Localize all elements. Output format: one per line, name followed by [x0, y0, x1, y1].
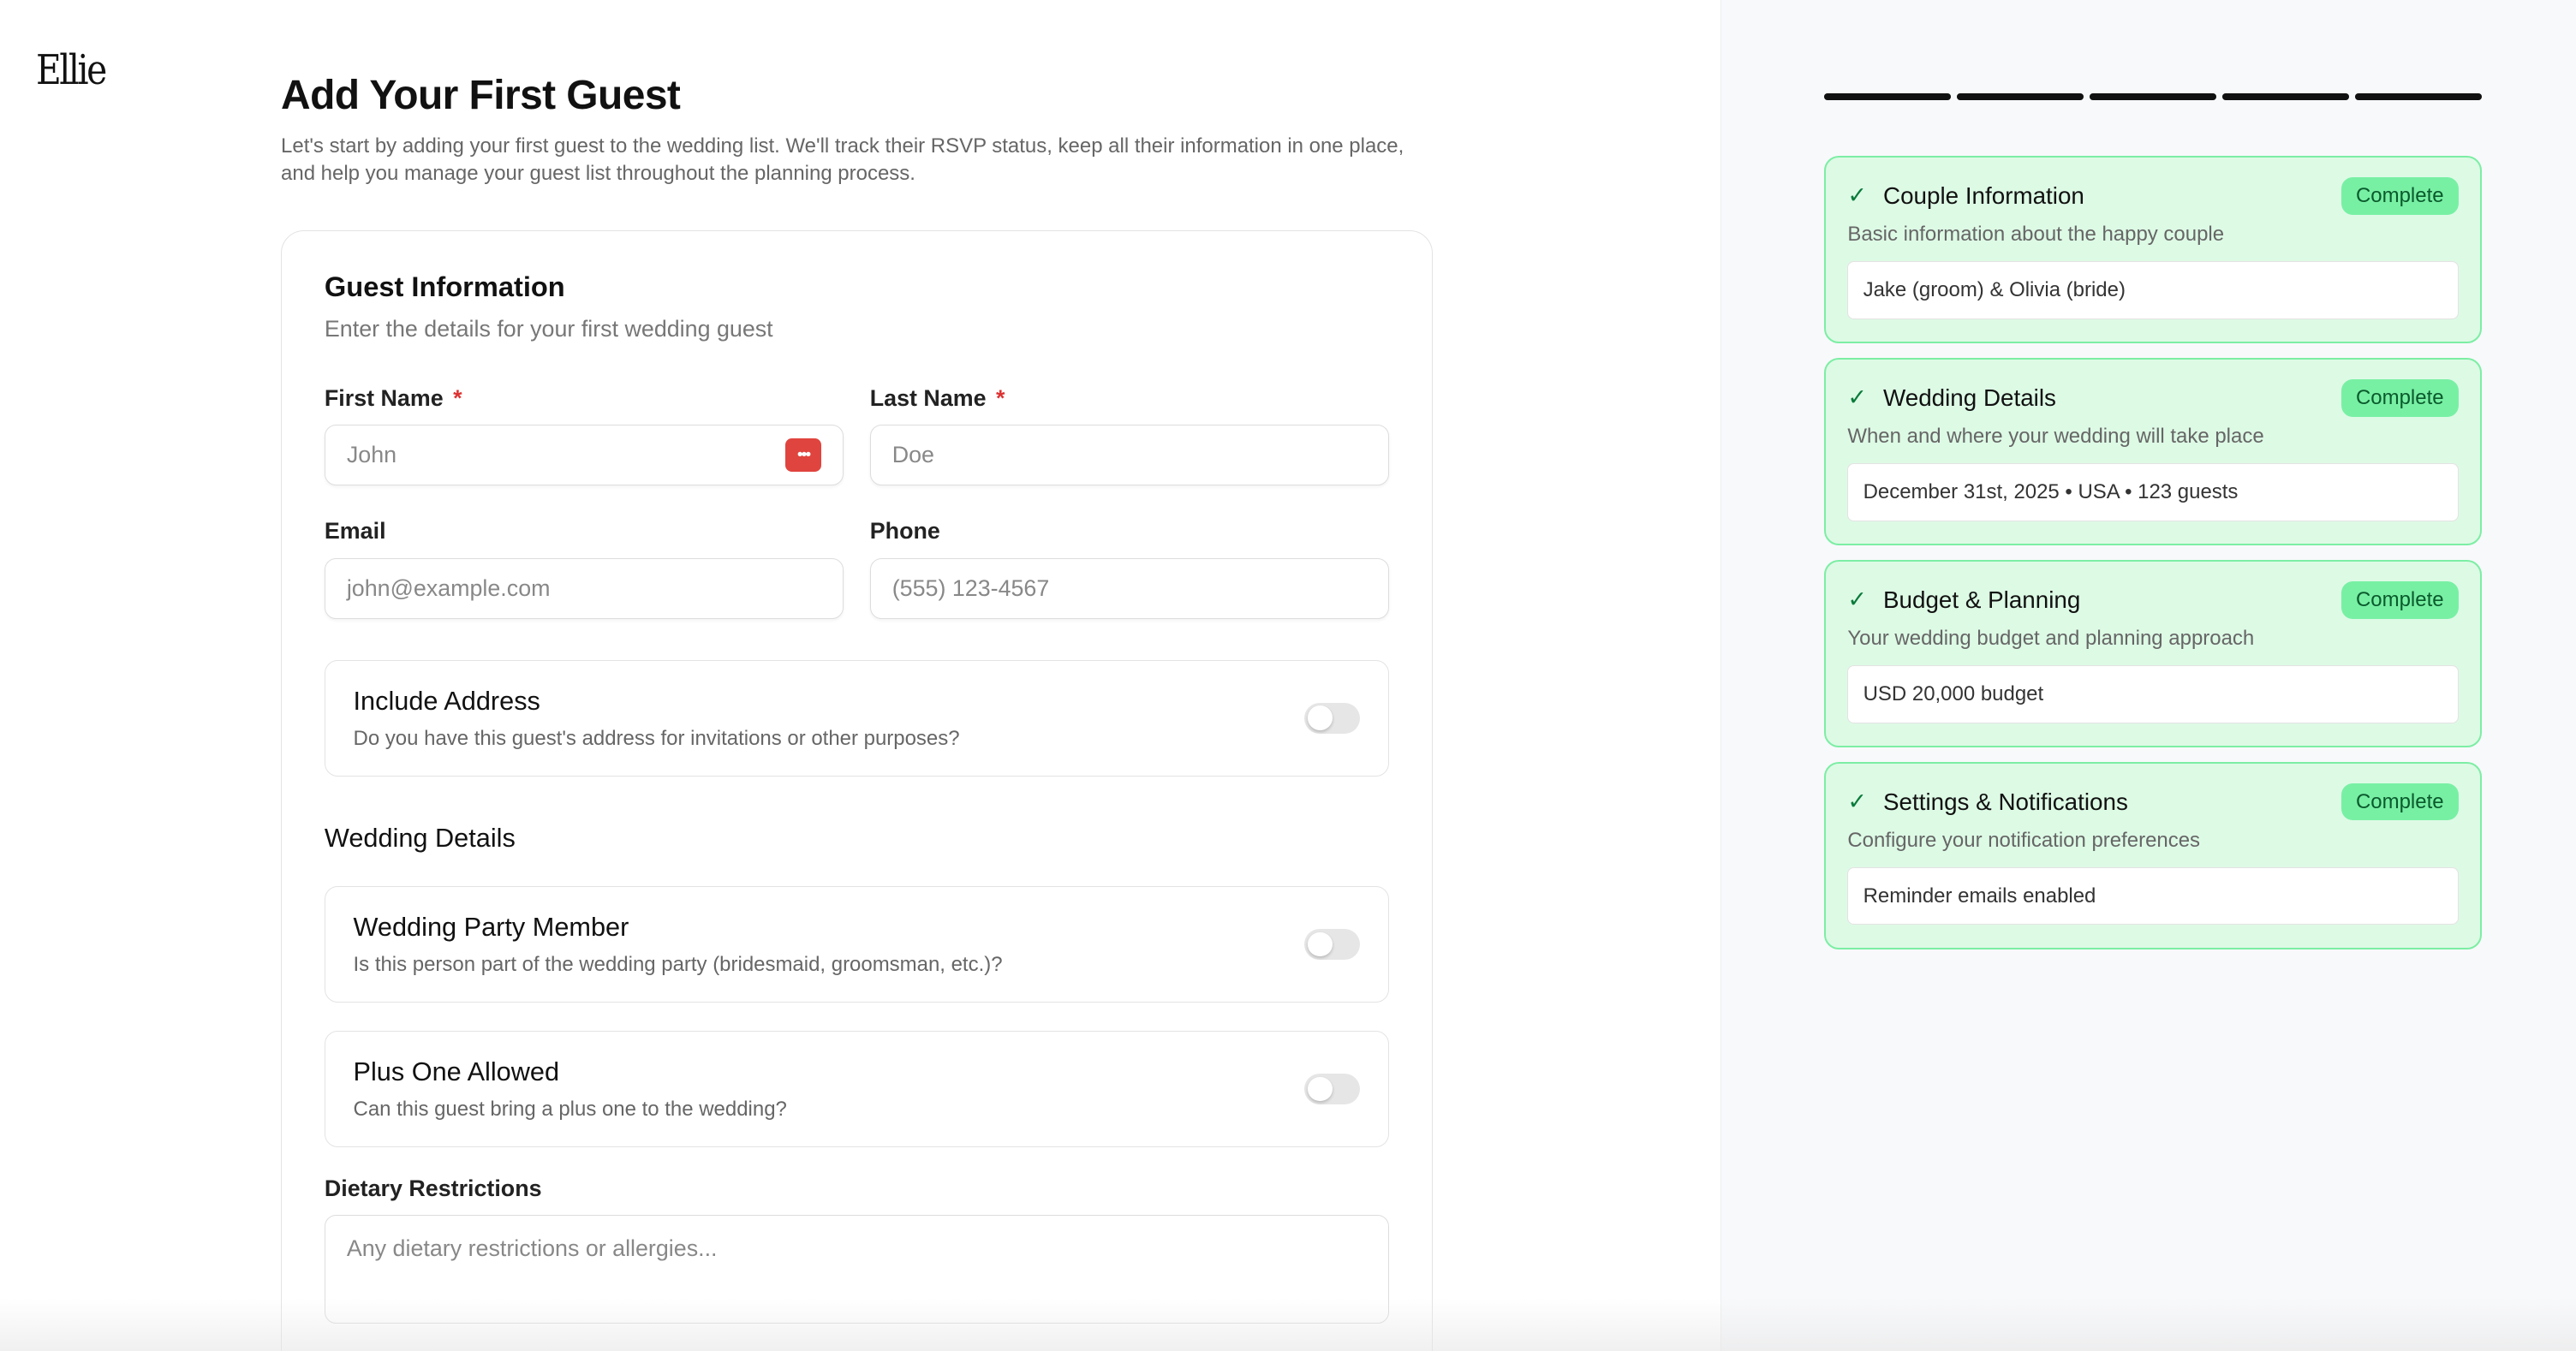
step-wedding-details[interactable]: ✓ Wedding Details Complete When and where …: [1824, 358, 2482, 545]
form-title: Guest Information: [324, 270, 565, 302]
step-title: Wedding Details: [1883, 384, 2056, 411]
step-value: Jake (groom) & Olivia (bride): [1847, 261, 2459, 319]
last-name-label: Last Name: [869, 384, 987, 411]
status-badge: Complete: [2340, 783, 2459, 821]
progress-bar: [1824, 93, 2482, 101]
dietary-placeholder: Any dietary restrictions or allergies...: [346, 1235, 718, 1261]
last-name-placeholder: Doe: [891, 442, 934, 468]
progress-segment: [2222, 93, 2349, 101]
plus-one-title: Plus One Allowed: [353, 1056, 560, 1087]
plus-one-row: Plus One Allowed Can this guest bring a p…: [324, 1030, 1389, 1148]
page-intro: Let's start by adding your first guest t…: [281, 134, 1404, 186]
status-badge: Complete: [2340, 581, 2459, 619]
email-input[interactable]: john@example.com: [324, 557, 844, 619]
check-icon: ✓: [1847, 182, 1867, 209]
include-address-row: Include Address Do you have this guest's …: [324, 659, 1389, 777]
step-title: Couple Information: [1883, 182, 2084, 209]
include-address-title: Include Address: [353, 686, 540, 717]
step-desc: Configure your notification preferences: [1847, 829, 2201, 853]
status-badge: Complete: [2340, 379, 2459, 417]
progress-segment: [2355, 93, 2482, 101]
step-title: Budget & Planning: [1883, 586, 2081, 613]
phone-placeholder: (555) 123-4567: [891, 574, 1050, 601]
step-title: Settings & Notifications: [1883, 788, 2128, 815]
first-name-placeholder: John: [346, 442, 397, 468]
progress-segment: [2090, 93, 2216, 101]
include-address-toggle[interactable]: [1304, 702, 1361, 735]
progress-sidebar: ✓ Couple Information Complete Basic inform…: [1720, 0, 2576, 1351]
step-couple-information[interactable]: ✓ Couple Information Complete Basic inform…: [1824, 156, 2482, 343]
progress-segment: [1824, 93, 1951, 101]
dietary-label: Dietary Restrictions: [324, 1175, 542, 1201]
wedding-party-toggle[interactable]: [1304, 928, 1361, 961]
status-badge: Complete: [2340, 177, 2459, 215]
ellie-logo: Ellie: [36, 45, 107, 94]
bottom-shadow: [0, 1297, 2576, 1351]
step-desc: When and where your wedding will take pl…: [1847, 425, 2264, 449]
progress-segment: [1957, 93, 2084, 101]
wedding-party-row: Wedding Party Member Is this person part …: [324, 886, 1389, 1003]
page-title: Add Your First Guest: [281, 73, 681, 119]
check-icon: ✓: [1847, 384, 1867, 411]
wedding-party-title: Wedding Party Member: [353, 912, 629, 943]
wedding-party-desc: Is this person part of the wedding party…: [353, 952, 1003, 976]
step-desc: Basic information about the happy couple: [1847, 223, 2225, 247]
wedding-details-heading: Wedding Details: [324, 822, 516, 853]
check-icon: ✓: [1847, 789, 1867, 815]
step-value: Reminder emails enabled: [1847, 867, 2459, 925]
last-name-input[interactable]: Doe: [869, 425, 1389, 486]
phone-input[interactable]: (555) 123-4567: [869, 557, 1389, 619]
step-desc: Your wedding budget and planning approac…: [1847, 627, 2255, 651]
form-subtitle: Enter the details for your first wedding…: [324, 315, 773, 342]
check-icon: ✓: [1847, 586, 1867, 613]
first-name-input[interactable]: John •••: [324, 425, 844, 486]
plus-one-desc: Can this guest bring a plus one to the w…: [353, 1097, 787, 1121]
email-label: Email: [324, 518, 386, 545]
required-marker: *: [453, 384, 462, 411]
email-placeholder: john@example.com: [346, 574, 551, 601]
first-name-label: First Name: [324, 384, 444, 411]
password-manager-icon[interactable]: •••: [784, 438, 822, 472]
step-budget-planning[interactable]: ✓ Budget & Planning Complete Your wedding …: [1824, 560, 2482, 747]
plus-one-toggle[interactable]: [1304, 1073, 1361, 1105]
include-address-desc: Do you have this guest's address for inv…: [353, 726, 960, 750]
step-value: USD 20,000 budget: [1847, 665, 2459, 723]
phone-label: Phone: [869, 518, 940, 545]
step-value: December 31st, 2025 • USA • 123 guests: [1847, 463, 2459, 521]
guest-form-card: Guest Information Enter the details for …: [281, 229, 1433, 1351]
step-settings-notifications[interactable]: ✓ Settings & Notifications Complete Config…: [1824, 762, 2482, 949]
required-marker: *: [996, 384, 1005, 411]
